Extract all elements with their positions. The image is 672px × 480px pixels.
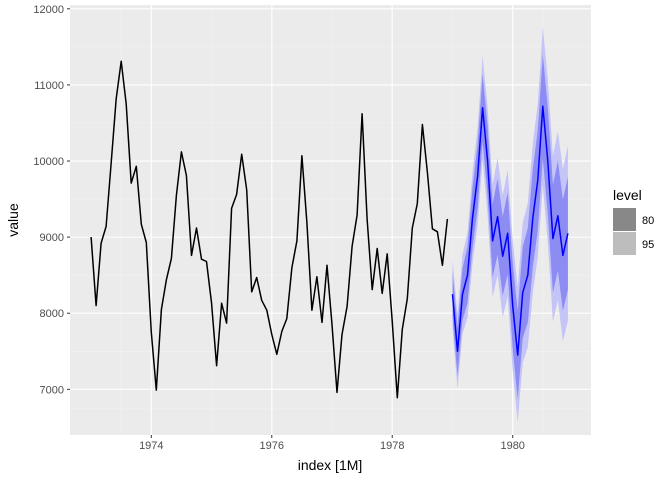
- legend: level 80 95: [613, 187, 654, 255]
- minor-gridlines: [70, 5, 591, 435]
- y-axis-ticks: 7000 8000 9000 10000 11000 12000: [33, 4, 70, 396]
- x-tick-label: 1980: [500, 440, 524, 452]
- y-tick-label: 11000: [34, 80, 64, 92]
- y-tick-label: 7000: [40, 384, 64, 396]
- legend-title: level: [613, 187, 642, 203]
- legend-key-95: [613, 232, 636, 255]
- legend-label-95: 95: [642, 239, 654, 251]
- x-tick-label: 1978: [380, 440, 404, 452]
- y-tick-label: 8000: [40, 308, 64, 320]
- y-tick-label: 9000: [40, 232, 64, 244]
- y-tick-label: 10000: [33, 156, 64, 168]
- x-tick-label: 1976: [260, 440, 284, 452]
- pi80-band: [452, 54, 568, 400]
- forecast-mean-line: [451, 105, 569, 356]
- y-tick-label: 12000: [33, 4, 64, 16]
- legend-key-80: [613, 208, 636, 231]
- x-axis-ticks: 1974 1976 1978 1980: [139, 435, 525, 452]
- x-tick-label: 1974: [139, 440, 163, 452]
- history-line: [90, 60, 449, 399]
- legend-label-80: 80: [642, 215, 654, 227]
- series-lines: [90, 60, 569, 399]
- y-axis-title: value: [5, 203, 21, 237]
- x-axis-title: index [1M]: [298, 457, 363, 473]
- pi80-band-group: [452, 54, 568, 400]
